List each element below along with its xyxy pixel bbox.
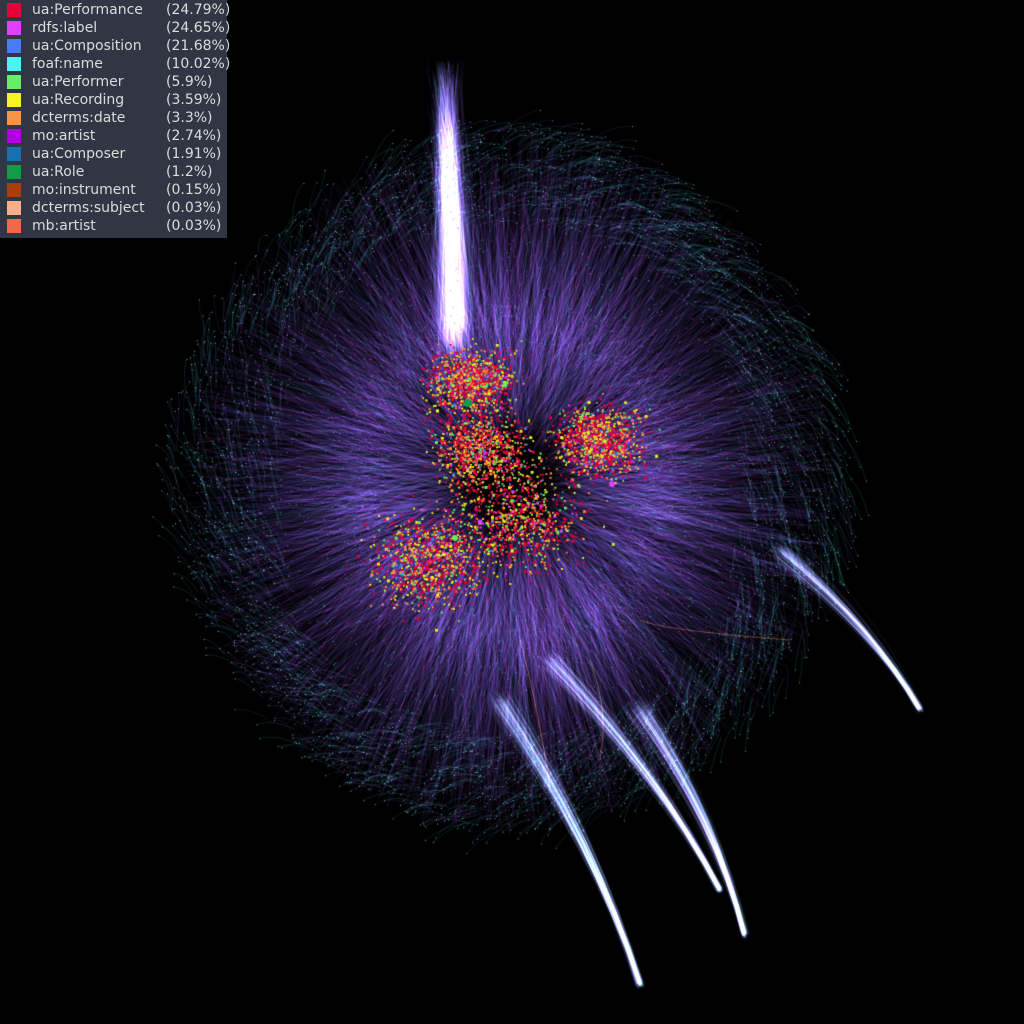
legend-swatch [7,93,21,107]
legend-swatch [7,201,21,215]
legend-percentage: (21.68%) [166,38,231,54]
legend-swatch [7,165,21,179]
legend-item[interactable]: ua:Performer (5.9%) [0,73,227,91]
legend-swatch [7,111,21,125]
legend-label: ua:Role [32,164,85,180]
legend-percentage: (0.03%) [166,218,222,234]
legend-percentage: (1.91%) [166,146,222,162]
legend-swatch [7,129,21,143]
legend-label: mo:artist [32,128,96,144]
legend-item[interactable]: mb:artist (0.03%) [0,217,227,235]
legend-label: mo:instrument [32,182,136,198]
legend-swatch [7,147,21,161]
legend-swatch [7,219,21,233]
legend-item[interactable]: ua:Role (1.2%) [0,163,227,181]
legend-label: rdfs:label [32,20,98,36]
legend-item[interactable]: dcterms:subject (0.03%) [0,199,227,217]
legend-label: ua:Composition [32,38,142,54]
legend-percentage: (5.9%) [166,74,213,90]
legend-item[interactable]: mo:artist (2.74%) [0,127,227,145]
legend-label: dcterms:subject [32,200,145,216]
legend-swatch [7,183,21,197]
legend-percentage: (0.15%) [166,182,222,198]
legend-percentage: (1.2%) [166,164,213,180]
legend-percentage: (3.3%) [166,110,213,126]
legend-label: ua:Performer [32,74,124,90]
legend-label: mb:artist [32,218,96,234]
legend-item[interactable]: foaf:name (10.02%) [0,55,231,73]
legend-label: foaf:name [32,56,103,72]
legend-swatch [7,21,21,35]
legend-percentage: (0.03%) [166,200,222,216]
legend-item[interactable]: dcterms:date (3.3%) [0,109,227,127]
legend-label: ua:Performance [32,2,143,18]
legend-item[interactable]: mo:instrument (0.15%) [0,181,227,199]
legend-item[interactable]: ua:Composition (21.68%) [0,37,231,55]
legend-label: ua:Recording [32,92,125,108]
legend-label: ua:Composer [32,146,126,162]
legend-swatch [7,57,21,71]
legend-label: dcterms:date [32,110,126,126]
legend-percentage: (3.59%) [166,92,222,108]
legend-percentage: (24.65%) [166,20,231,36]
legend-swatch [7,39,21,53]
legend-swatch [7,3,21,17]
legend-percentage: (2.74%) [166,128,222,144]
legend-item[interactable]: rdfs:label (24.65%) [0,19,231,37]
legend-item[interactable]: ua:Performance (24.79%) [0,1,231,19]
legend-percentage: (24.79%) [166,2,231,18]
legend-item[interactable]: ua:Composer (1.91%) [0,145,227,163]
legend: ua:Performance (24.79%) rdfs:label (24.6… [0,0,231,238]
legend-swatch [7,75,21,89]
legend-item[interactable]: ua:Recording (3.59%) [0,91,227,109]
legend-percentage: (10.02%) [166,56,231,72]
